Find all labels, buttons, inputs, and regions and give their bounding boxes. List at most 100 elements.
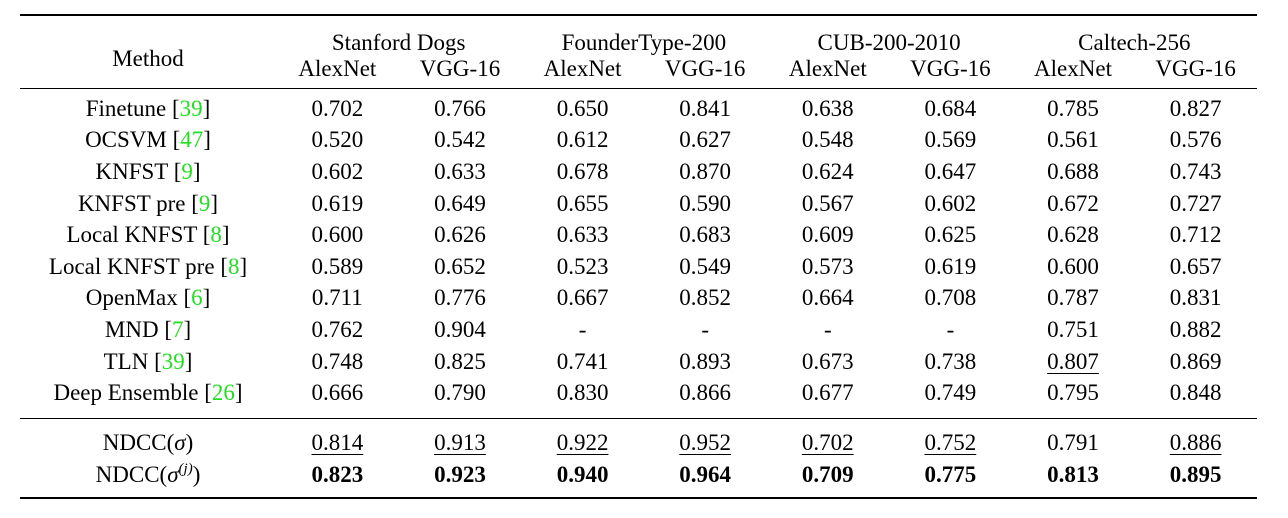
sigma-superscript: (j)	[178, 460, 193, 477]
value-cell: 0.825	[399, 346, 522, 378]
value-cell: 0.548	[766, 125, 889, 157]
value-text: 0.638	[801, 95, 854, 121]
value-text: 0.561	[1047, 127, 1099, 153]
value-text: 0.904	[434, 316, 486, 342]
value-text: 0.684	[924, 95, 977, 121]
value-cell: 0.609	[766, 219, 889, 251]
citation-link[interactable]: 7	[171, 316, 184, 342]
value-text: 0.576	[1169, 127, 1222, 153]
table-row-ours: NDCC(σ) 0.814 0.913 0.922 0.952 0.702 0.752 0.7…	[20, 427, 1257, 459]
value-text: 0.650	[556, 95, 609, 121]
value-text: 0.708	[924, 285, 977, 311]
value-text: 0.649	[434, 190, 486, 216]
header-row-backbones: AlexNet VGG-16 AlexNet VGG-16 AlexNet VG…	[20, 56, 1257, 89]
value-text: 0.520	[311, 127, 364, 153]
value-text: -	[946, 316, 955, 342]
value-cell: 0.882	[1134, 314, 1257, 346]
value-text: 0.600	[311, 222, 364, 248]
table-row: OpenMax [6] 0.711 0.776 0.667 0.852 0.664 0.70…	[20, 283, 1257, 315]
value-text: 0.602	[311, 158, 364, 184]
value-cell: 0.647	[889, 156, 1012, 188]
backbone-header: VGG-16	[419, 56, 501, 81]
value-text: 0.813	[1047, 461, 1099, 487]
value-cell: 0.893	[644, 346, 767, 378]
value-cell: 0.569	[889, 125, 1012, 157]
value-cell: 0.638	[766, 93, 889, 125]
value-cell: 0.831	[1134, 283, 1257, 315]
sigma-symbol: σ	[167, 461, 179, 487]
dataset-header: FounderType-200	[561, 30, 727, 55]
backbone-header: AlexNet	[543, 56, 622, 81]
table-row: OCSVM [47] 0.520 0.542 0.612 0.627 0.548 0.569…	[20, 125, 1257, 157]
value-cell: 0.650	[521, 93, 644, 125]
value-text: 0.869	[1169, 348, 1222, 374]
value-text: 0.624	[801, 158, 854, 184]
value-text: 0.542	[434, 127, 486, 153]
value-cell: 0.886	[1134, 427, 1257, 459]
dataset-header: CUB-200-2010	[817, 30, 961, 55]
citation-link[interactable]: 47	[180, 127, 204, 153]
value-text: 0.677	[801, 380, 854, 406]
bottom-rule	[20, 496, 1257, 501]
section-rule	[20, 417, 1257, 427]
value-cell: 0.672	[1012, 188, 1135, 220]
citation-link[interactable]: 26	[211, 380, 235, 406]
citation-link[interactable]: 6	[191, 285, 203, 311]
value-text: 0.841	[679, 95, 732, 121]
value-cell: 0.666	[276, 377, 399, 409]
value-text: 0.738	[924, 348, 977, 374]
value-cell: 0.823	[276, 459, 399, 491]
citation-link[interactable]: 9	[181, 158, 193, 184]
value-cell: 0.913	[399, 427, 522, 459]
value-text: 0.964	[679, 461, 732, 487]
value-cell: 0.727	[1134, 188, 1257, 220]
value-cell: 0.712	[1134, 219, 1257, 251]
citation-link[interactable]: 8	[227, 253, 240, 279]
value-cell: 0.787	[1012, 283, 1135, 315]
value-cell: 0.752	[889, 427, 1012, 459]
dataset-header: Stanford Dogs	[331, 30, 466, 55]
value-cell: 0.677	[766, 377, 889, 409]
value-cell: 0.852	[644, 283, 767, 315]
value-text: 0.667	[556, 285, 609, 311]
header-row-datasets: Method Stanford Dogs FounderType-200 CUB…	[20, 26, 1257, 71]
value-cell: 0.657	[1134, 251, 1257, 283]
value-text: 0.848	[1169, 380, 1222, 406]
value-text: 0.913	[434, 429, 486, 455]
citation-link[interactable]: 8	[210, 222, 222, 248]
value-cell: 0.667	[521, 283, 644, 315]
method-cell: Local KNFST [8]	[66, 222, 230, 248]
value-cell: 0.741	[521, 346, 644, 378]
method-name: KNFST pre	[77, 190, 186, 216]
value-text: 0.791	[1047, 429, 1099, 455]
value-cell: 0.791	[1012, 427, 1135, 459]
value-cell: 0.655	[521, 188, 644, 220]
value-cell: 0.904	[399, 314, 522, 346]
value-text: 0.790	[434, 380, 486, 406]
value-text: 0.590	[679, 190, 732, 216]
citation-link[interactable]: 39	[179, 95, 203, 121]
value-text: -	[578, 316, 587, 342]
value-text: 0.702	[311, 95, 364, 121]
value-cell: 0.549	[644, 251, 767, 283]
table-row: Local KNFST [8] 0.600 0.626 0.633 0.683 0.609…	[20, 219, 1257, 251]
value-cell: 0.619	[889, 251, 1012, 283]
value-text: 0.666	[311, 380, 364, 406]
backbone-header: VGG-16	[910, 56, 991, 81]
value-cell: 0.561	[1012, 125, 1135, 157]
citation-link[interactable]: 39	[161, 348, 185, 374]
value-cell: 0.964	[644, 459, 767, 491]
value-cell: 0.600	[276, 219, 399, 251]
value-text: 0.785	[1047, 95, 1099, 121]
method-name-suffix: )	[192, 461, 201, 487]
value-cell: 0.922	[521, 427, 644, 459]
table-row: Deep Ensemble [26] 0.666 0.790 0.830 0.866 0.…	[20, 377, 1257, 409]
table-row: Local KNFST pre [8] 0.589 0.652 0.523 0.549 0…	[20, 251, 1257, 283]
value-text: 0.672	[1047, 190, 1099, 216]
value-text: 0.940	[556, 461, 609, 487]
citation-link[interactable]: 9	[198, 190, 211, 216]
value-text: 0.673	[801, 348, 854, 374]
value-text: 0.827	[1169, 95, 1222, 121]
value-cell: 0.542	[399, 125, 522, 157]
value-cell: 0.633	[399, 156, 522, 188]
